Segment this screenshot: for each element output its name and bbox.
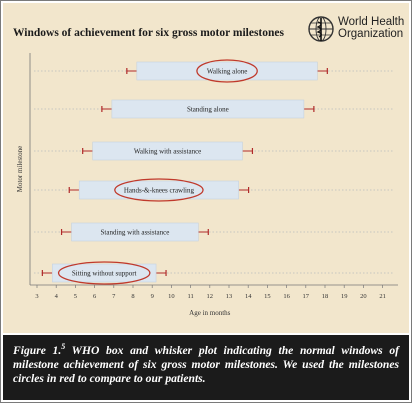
x-axis-label: Age in months	[189, 309, 230, 317]
x-tick-label: 9	[151, 293, 154, 300]
chart-title: Windows of achievement for six gross mot…	[13, 27, 284, 39]
x-tick-label: 6	[93, 293, 97, 300]
milestone-label: Walking with assistance	[134, 148, 201, 156]
milestone-label: Standing alone	[187, 106, 229, 114]
x-tick-label: 10	[168, 293, 175, 300]
who-wordmark: World Health Organization	[338, 16, 404, 40]
x-tick-label: 19	[341, 293, 348, 300]
x-tick-label: 8	[131, 293, 134, 300]
x-tick-label: 4	[55, 293, 59, 300]
x-tick-label: 13	[226, 293, 233, 300]
highlight-ellipse	[196, 59, 258, 83]
box-whisker-plot: 3 4 5 6 7 8 9 10 11 12 13 14 15 16 17 18 19 20 21 Age in mo…	[16, 53, 398, 317]
x-tick-label: 17	[303, 293, 310, 300]
x-tick-label: 7	[112, 293, 116, 300]
chart-panel: Windows of achievement for six gross mot…	[3, 3, 409, 333]
milestone-box	[52, 263, 157, 283]
caption-ref: 5	[61, 342, 66, 352]
milestone-box	[136, 61, 318, 81]
x-tick-label: 18	[322, 293, 329, 300]
x-tick-label: 15	[264, 293, 271, 300]
x-tick-label: 3	[35, 293, 38, 300]
who-line2: Organization	[338, 28, 404, 40]
milestone-box	[71, 222, 199, 242]
x-tick-label: 11	[187, 293, 193, 300]
milestone-label: Standing with assistance	[101, 229, 170, 237]
x-tick-label: 21	[379, 293, 386, 300]
y-axis-label: Motor milestone	[16, 146, 24, 192]
who-emblem-icon	[308, 16, 334, 42]
x-tick-label: 16	[283, 293, 290, 300]
x-tick-label: 20	[360, 293, 367, 300]
milestone-box	[111, 99, 305, 119]
highlight-ellipse	[114, 178, 204, 202]
highlight-ellipse	[57, 261, 151, 285]
milestone-label: Hands-&-knees crawling	[124, 187, 195, 195]
who-line1: World Health	[338, 16, 405, 28]
caption-label: Figure 1.	[13, 344, 62, 357]
caption-text: WHO box and whisker plot indicating the …	[13, 344, 399, 385]
milestone-box	[92, 141, 243, 161]
milestone-label: Walking alone	[207, 68, 247, 76]
x-tick-label: 14	[245, 293, 252, 300]
who-logo: World Health Organization	[303, 15, 407, 45]
x-tick-label: 12	[207, 293, 214, 300]
x-tick-label: 5	[74, 293, 77, 300]
figure-caption: Figure 1.5 WHO box and whisker plot indi…	[3, 335, 409, 400]
milestone-label: Sitting without support	[72, 270, 137, 278]
